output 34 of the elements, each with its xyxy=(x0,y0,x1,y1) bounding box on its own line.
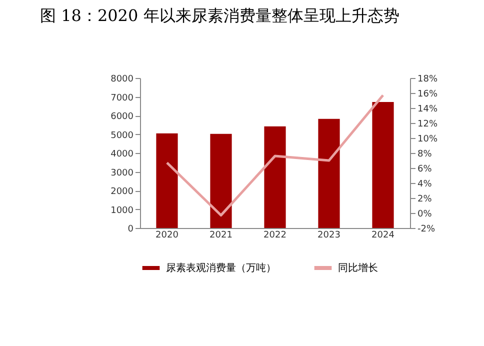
y2-tick-label: 14% xyxy=(418,104,438,114)
x-tick-label: 2020 xyxy=(156,230,179,240)
y2-tick-label: 12% xyxy=(418,120,438,130)
bar xyxy=(372,102,394,228)
y-tick-label: 2000 xyxy=(110,187,134,197)
y-tick-label: 3000 xyxy=(110,168,134,178)
y-tick-label: 8000 xyxy=(110,74,134,84)
x-tick-label: 2023 xyxy=(318,230,340,240)
bar xyxy=(318,118,340,228)
bar xyxy=(264,126,286,228)
bar xyxy=(210,134,232,228)
y2-tick-label: 18% xyxy=(418,74,438,84)
y2-tick-label: 8% xyxy=(418,150,432,160)
x-tick-label: 2024 xyxy=(372,230,395,240)
line-series xyxy=(166,94,384,216)
y-tick-label: 7000 xyxy=(110,93,134,104)
y-tick-label: 0 xyxy=(128,224,134,234)
y-tick-label: 4000 xyxy=(110,150,134,160)
x-tick-label: 2022 xyxy=(264,230,286,240)
legend-label: 尿素表观消费量（万吨） xyxy=(166,262,276,274)
y2-tick-label: 10% xyxy=(418,134,438,144)
y2-tick-label: 6% xyxy=(418,164,432,174)
y-tick-label: 1000 xyxy=(110,206,134,216)
y2-tick-label: 16% xyxy=(418,90,438,100)
y-tick-label: 6000 xyxy=(110,112,134,122)
y2-tick-label: 4% xyxy=(418,180,432,190)
chart-title: 图 18：2020 年以来尿素消费量整体呈现上升态势 xyxy=(40,6,400,25)
bar xyxy=(156,133,178,228)
y2-tick-label: 2% xyxy=(418,194,432,204)
y2-tick-label: -2% xyxy=(418,224,436,234)
x-tick-label: 2021 xyxy=(210,230,232,240)
y-tick-label: 5000 xyxy=(110,130,134,141)
y2-tick-label: 0% xyxy=(418,210,432,220)
legend-label: 同比增长 xyxy=(338,262,378,274)
